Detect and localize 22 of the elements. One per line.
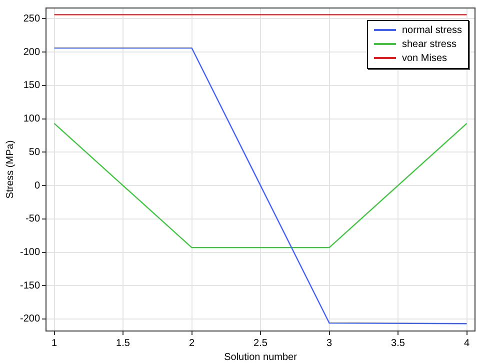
y-tick-label: 50 (28, 146, 40, 158)
x-tick-label: 1 (51, 338, 58, 349)
y-tick-label: -50 (26, 214, 40, 225)
y-tick-label: 150 (23, 80, 40, 92)
x-tick-label: 3 (326, 338, 332, 349)
y-tick-label: -100 (20, 247, 40, 258)
x-tick-label: 2 (188, 338, 195, 349)
legend-label: normal stress (402, 24, 462, 36)
y-tick-label: 200 (23, 46, 40, 58)
y-tick-label: 100 (23, 114, 40, 125)
x-tick-label: 4 (464, 338, 470, 349)
y-tick-label: 0 (34, 180, 40, 192)
x-tick-label: 3.5 (391, 338, 406, 349)
y-tick-label: 250 (23, 13, 40, 24)
y-tick-label: -150 (20, 280, 40, 292)
x-axis-title: Solution number (224, 352, 298, 363)
legend-label: von Mises (402, 52, 448, 64)
legend-label: shear stress (402, 38, 456, 50)
x-tick-label: 1.5 (116, 338, 130, 349)
y-tick-label: -200 (20, 314, 40, 325)
y-axis-title: Stress (MPa) (4, 140, 16, 199)
x-tick-label: 2.5 (254, 338, 268, 349)
